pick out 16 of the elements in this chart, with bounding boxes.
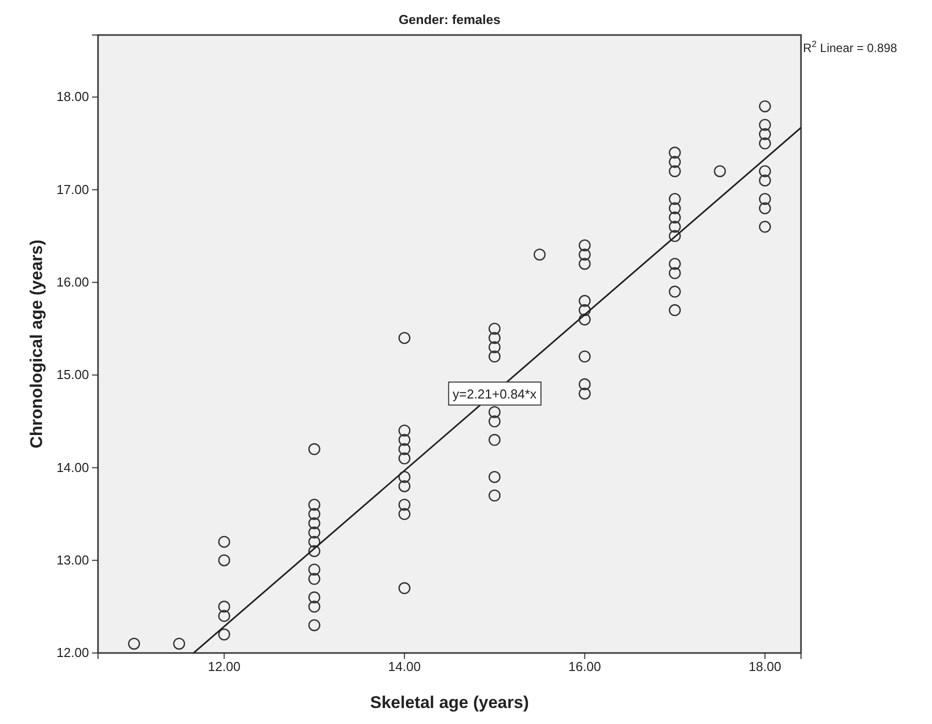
x-tick-label: 12.00 [208, 659, 240, 674]
y-tick-label: 14.00 [56, 460, 89, 475]
y-tick-label: 13.00 [56, 552, 89, 568]
text: R$^{2}$ Linear = 0.898 [803, 39, 898, 55]
x-axis-title: Skeletal age (years) [370, 693, 529, 712]
y-tick-label: 18.00 [56, 89, 89, 104]
y-tick-label: 15.00 [56, 367, 89, 382]
x-tick-label: 14.00 [388, 659, 421, 674]
y-tick-label: 16.00 [56, 274, 89, 290]
y-axis-title: Chronological age (years) [27, 240, 46, 448]
chart-title: Gender: females [398, 12, 500, 27]
y-tick-label: 17.00 [56, 182, 89, 197]
annotation: y=2.21+0.84*x [452, 386, 537, 402]
y-tick-label: 12.00 [56, 645, 89, 660]
x-tick-label: 18.00 [748, 659, 782, 674]
x-tick-label: 16.00 [568, 659, 601, 674]
